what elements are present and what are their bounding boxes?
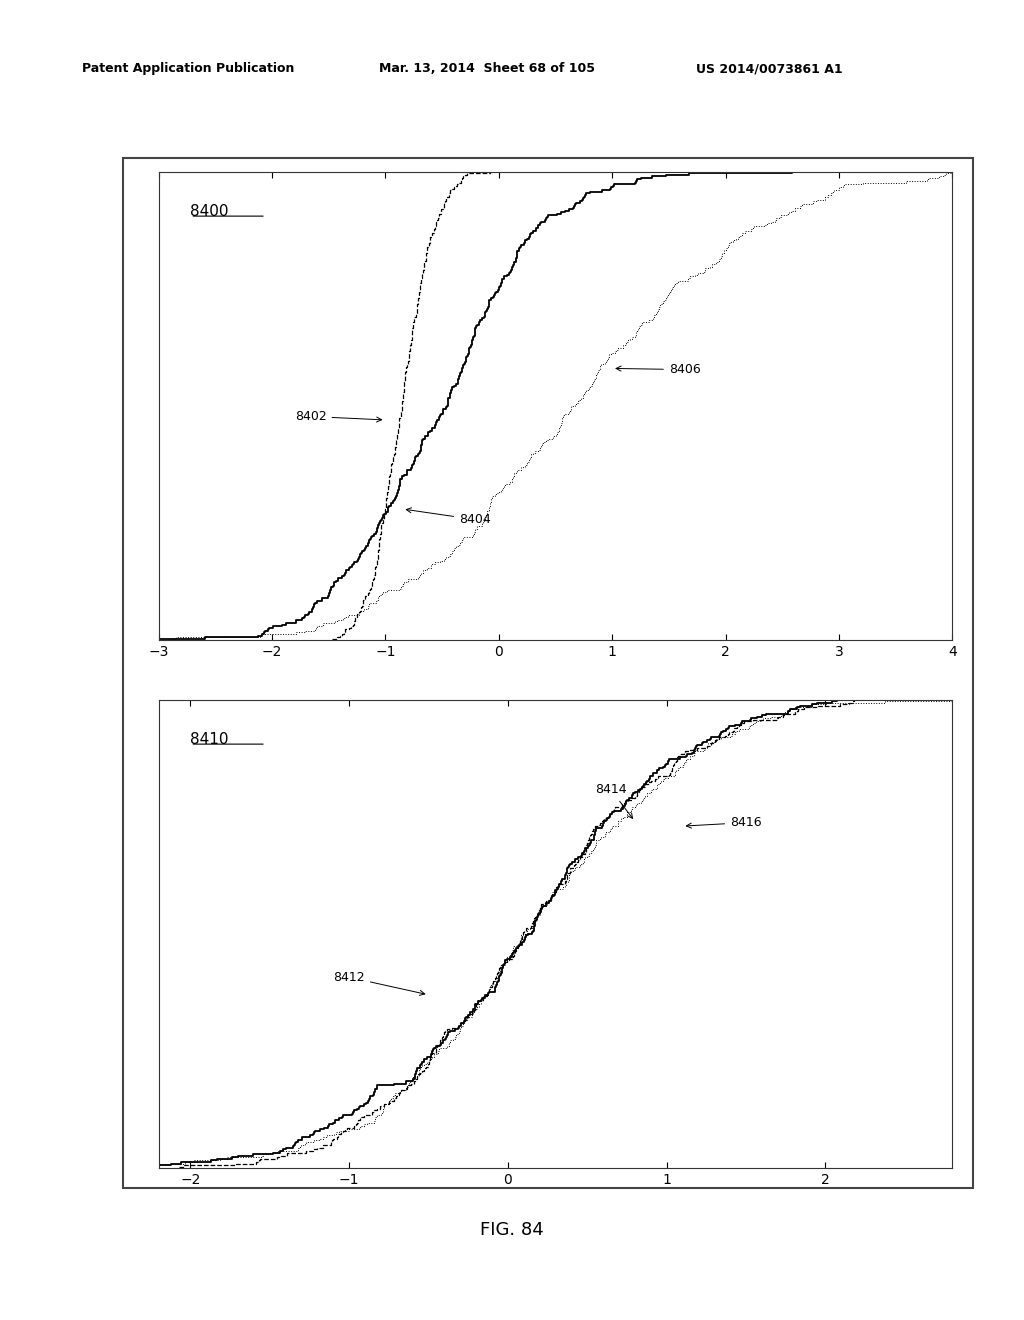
Text: US 2014/0073861 A1: US 2014/0073861 A1: [696, 62, 843, 75]
Text: 8406: 8406: [616, 363, 700, 376]
Text: Patent Application Publication: Patent Application Publication: [82, 62, 294, 75]
Text: 8404: 8404: [407, 508, 490, 527]
Text: Mar. 13, 2014  Sheet 68 of 105: Mar. 13, 2014 Sheet 68 of 105: [379, 62, 595, 75]
Text: 8416: 8416: [686, 816, 762, 829]
Text: FIG. 84: FIG. 84: [480, 1221, 544, 1239]
Text: 8414: 8414: [595, 783, 633, 818]
Text: 8402: 8402: [295, 411, 382, 422]
Text: 8412: 8412: [334, 970, 425, 995]
Text: 8400: 8400: [190, 205, 229, 219]
Text: 8410: 8410: [190, 733, 229, 747]
